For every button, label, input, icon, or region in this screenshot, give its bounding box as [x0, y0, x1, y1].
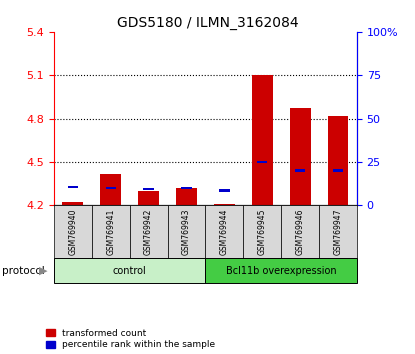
Bar — [205, 205, 243, 258]
Bar — [92, 205, 129, 258]
Bar — [129, 205, 168, 258]
Text: control: control — [113, 266, 146, 276]
Bar — [138, 191, 159, 205]
Bar — [105, 187, 116, 189]
Bar — [176, 188, 197, 205]
Bar — [54, 205, 92, 258]
Text: GSM769942: GSM769942 — [144, 209, 153, 255]
Bar — [168, 205, 205, 258]
Bar — [205, 258, 357, 283]
Bar — [243, 205, 281, 258]
Text: ▶: ▶ — [39, 266, 48, 276]
Bar — [214, 204, 235, 205]
Text: protocol: protocol — [2, 266, 45, 276]
Bar — [281, 205, 319, 258]
Text: GSM769944: GSM769944 — [220, 209, 229, 255]
Bar — [290, 108, 310, 205]
Text: GDS5180 / ILMN_3162084: GDS5180 / ILMN_3162084 — [117, 16, 298, 30]
Text: GSM769947: GSM769947 — [334, 209, 342, 255]
Bar — [63, 202, 83, 205]
Bar — [100, 173, 121, 205]
Bar — [54, 258, 205, 283]
Bar — [252, 75, 273, 205]
Bar — [333, 169, 343, 172]
Bar — [257, 161, 267, 163]
Text: GSM769941: GSM769941 — [106, 209, 115, 255]
Bar — [181, 187, 192, 189]
Text: Bcl11b overexpression: Bcl11b overexpression — [226, 266, 337, 276]
Text: GSM769945: GSM769945 — [258, 209, 267, 255]
Text: GSM769943: GSM769943 — [182, 209, 191, 255]
Bar — [295, 169, 305, 172]
Bar — [327, 116, 348, 205]
Text: GSM769946: GSM769946 — [295, 209, 305, 255]
Text: GSM769940: GSM769940 — [68, 209, 77, 255]
Legend: transformed count, percentile rank within the sample: transformed count, percentile rank withi… — [46, 329, 215, 349]
Bar — [319, 205, 357, 258]
Bar — [68, 186, 78, 188]
Bar — [144, 188, 154, 190]
Bar — [219, 189, 229, 192]
